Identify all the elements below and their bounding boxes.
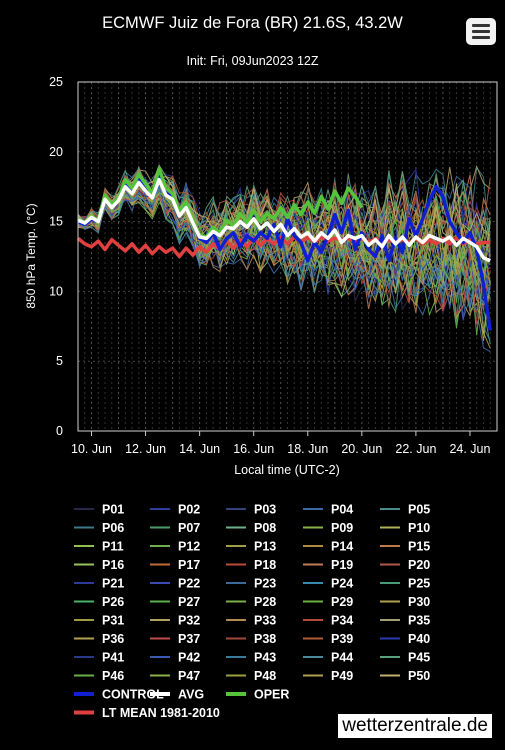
legend-label: P44 [331, 651, 353, 665]
legend-label: LT MEAN 1981-2010 [102, 706, 220, 720]
legend-label: P10 [408, 521, 430, 535]
y-axis-label: 850 hPa Temp. (°C) [24, 203, 38, 308]
plot-border [77, 81, 498, 432]
x-axis-label: Local time (UTC-2) [234, 463, 340, 477]
y-tick-label: 5 [56, 354, 63, 368]
member-line-p44 [77, 187, 491, 342]
legend-label: P38 [254, 632, 276, 646]
legend-label: P09 [331, 521, 353, 535]
legend-label: P33 [254, 614, 276, 628]
legend-label: P18 [254, 558, 276, 572]
legend-label: P01 [102, 503, 124, 517]
legend-label: P50 [408, 669, 430, 683]
legend-label: P40 [408, 632, 430, 646]
legend-label: P15 [408, 540, 430, 554]
legend-label: P46 [102, 669, 124, 683]
legend-label: P36 [102, 632, 124, 646]
legend-label: P37 [178, 632, 200, 646]
x-tick-label: 14. Jun [179, 442, 220, 456]
legend-label: P17 [178, 558, 200, 572]
legend: P01 P02 P03 P04 P05 P06 P07 P08 P09 P10 P11 P12 P13 P… [74, 503, 430, 720]
legend-label: P16 [102, 558, 124, 572]
legend-label: P21 [102, 577, 124, 591]
legend-label: P27 [178, 595, 200, 609]
legend-label: P04 [331, 503, 353, 517]
legend-label: CONTROL [102, 688, 164, 702]
x-tick-label: 16. Jun [233, 442, 274, 456]
legend-label: P31 [102, 614, 124, 628]
x-tick-label: 22. Jun [395, 442, 436, 456]
x-tick-label: 10. Jun [71, 442, 112, 456]
legend-label: P14 [331, 540, 353, 554]
legend-label: P13 [254, 540, 276, 554]
grid [77, 81, 498, 432]
legend-label: P26 [102, 595, 124, 609]
legend-label: P47 [178, 669, 200, 683]
legend-label: P06 [102, 521, 124, 535]
legend-label: P43 [254, 651, 276, 665]
x-tick-label: 24. Jun [449, 442, 490, 456]
ensemble-members [77, 164, 491, 353]
legend-label: P02 [178, 503, 200, 517]
legend-label: P07 [178, 521, 200, 535]
x-tick-label: 12. Jun [125, 442, 166, 456]
legend-label: P28 [254, 595, 276, 609]
legend-label: P20 [408, 558, 430, 572]
legend-label: P12 [178, 540, 200, 554]
legend-label: P34 [331, 614, 353, 628]
y-tick-label: 25 [49, 75, 63, 89]
legend-label: P19 [331, 558, 353, 572]
y-tick-label: 0 [56, 424, 63, 438]
chart-subtitle: Init: Fri, 09Jun2023 12Z [186, 54, 319, 68]
y-tick-label: 10 [49, 284, 63, 298]
legend-label: P25 [408, 577, 430, 591]
chart-title: ECMWF Juiz de Fora (BR) 21.6S, 43.2W [102, 14, 403, 32]
x-axis-ticks: 10. Jun 12. Jun 14. Jun 16. Jun 18. Jun 20. J… [71, 431, 491, 456]
y-axis-ticks: 0 5 10 15 20 25 [49, 75, 63, 438]
legend-label: P32 [178, 614, 200, 628]
legend-label: P35 [408, 614, 430, 628]
legend-label: P22 [178, 577, 200, 591]
legend-label: AVG [178, 688, 204, 702]
legend-label: P41 [102, 651, 124, 665]
legend-label: P29 [331, 595, 353, 609]
legend-label: P11 [102, 540, 124, 554]
y-tick-label: 15 [49, 215, 63, 229]
legend-label: P24 [331, 577, 353, 591]
legend-label: P39 [331, 632, 353, 646]
series-line-oper [77, 166, 364, 239]
x-tick-label: 18. Jun [287, 442, 328, 456]
legend-label: P23 [254, 577, 276, 591]
y-tick-label: 20 [49, 145, 63, 159]
legend-label: P49 [331, 669, 353, 683]
legend-label: P45 [408, 651, 430, 665]
menu-icon[interactable] [466, 18, 496, 45]
credit-text: wetterzentrale.de [338, 714, 492, 738]
legend-label: OPER [254, 688, 289, 702]
legend-label: P03 [254, 503, 276, 517]
legend-label: P30 [408, 595, 430, 609]
member-line-p42 [77, 183, 491, 321]
legend-label: P05 [408, 503, 430, 517]
x-tick-label: 20. Jun [341, 442, 382, 456]
legend-label: P48 [254, 669, 276, 683]
legend-label: P08 [254, 521, 276, 535]
highlighted-series [76, 166, 492, 331]
legend-label: P42 [178, 651, 200, 665]
series-line-avg [77, 177, 491, 263]
